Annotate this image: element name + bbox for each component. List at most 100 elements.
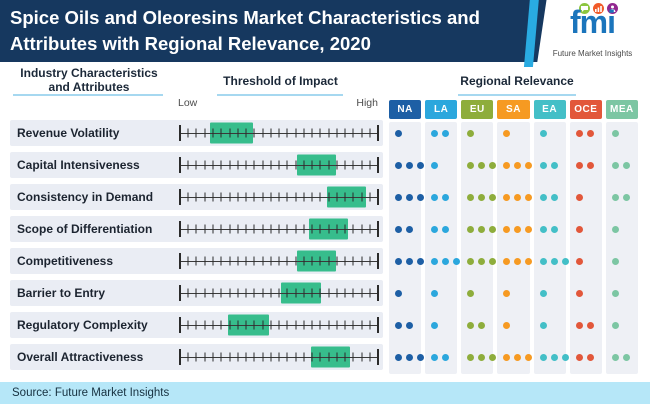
relevance-dots: [431, 225, 450, 233]
row-label: Barrier to Entry: [17, 286, 106, 300]
scale-tick: [179, 317, 181, 333]
person-icon: [607, 3, 618, 14]
impact-scale: [179, 152, 379, 178]
relevance-dots: [503, 321, 511, 329]
scale-tick: [262, 128, 263, 138]
scale-tick: [270, 192, 272, 202]
relevance-dot: [406, 353, 413, 361]
scale-tick: [319, 160, 321, 170]
scale-tick: [195, 192, 197, 202]
relevance-dots: [503, 161, 533, 169]
relevance-dots: [503, 129, 511, 137]
scale-tick: [303, 224, 305, 234]
relevance-dot: [575, 161, 583, 169]
scale-tick: [377, 157, 379, 173]
logo-badge-icons: [579, 3, 618, 14]
scale-tick: [229, 128, 230, 138]
scale-tick: [295, 160, 296, 170]
scale-tick: [237, 160, 239, 170]
relevance-dot: [503, 225, 511, 233]
scale-tick: [245, 256, 247, 266]
scale-tick: [195, 160, 197, 170]
scale-tick: [286, 256, 288, 266]
scale-tick: [270, 128, 272, 138]
scale-tick: [319, 352, 321, 362]
relevance-dot: [586, 321, 594, 329]
relevance-dots: [611, 225, 619, 233]
row-label: Scope of Differentiation: [17, 222, 153, 236]
chat-icon: [579, 3, 590, 14]
scale-tick: [270, 288, 272, 298]
scale-tick: [319, 288, 321, 298]
scale-tick: [229, 352, 230, 362]
table-row: Consistency in Demand: [10, 184, 383, 210]
relevance-dot: [478, 321, 486, 329]
relevance-dot: [406, 225, 413, 233]
relevance-dot: [539, 353, 547, 361]
scale-tick: [179, 157, 181, 173]
relevance-dot: [575, 353, 583, 361]
scale-tick: [212, 288, 214, 298]
region-chip-row: NA LA EU SA EA OCE MEA: [389, 100, 638, 119]
relevance-dots: [503, 225, 533, 233]
scale-tick: [352, 160, 354, 170]
relevance-dot: [575, 257, 583, 265]
scale-tick: [311, 352, 313, 362]
scale-tick: [311, 192, 313, 202]
relevance-dots: [431, 321, 439, 329]
relevance-dot: [489, 225, 497, 233]
relevance-dot: [467, 353, 475, 361]
scale-tick: [303, 320, 305, 330]
scale-tick: [369, 160, 371, 170]
relevance-dot: [503, 161, 511, 169]
table-row: Competitiveness: [10, 248, 383, 274]
relevance-dot: [406, 161, 413, 169]
scale-tick: [295, 352, 296, 362]
scale-tick: [336, 320, 338, 330]
scale-tick: [369, 192, 371, 202]
relevance-dot: [525, 257, 533, 265]
relevance-dots: [575, 129, 594, 137]
relevance-dot: [395, 353, 402, 361]
relevance-dot: [478, 353, 486, 361]
relevance-dot: [611, 193, 619, 201]
chart-icon: [593, 3, 604, 14]
relevance-dot: [514, 353, 522, 361]
scale-tick: [187, 224, 189, 234]
relevance-dot: [417, 161, 424, 169]
scale-tick: [286, 160, 288, 170]
fmi-logo: fmi Future Market Insights: [537, 0, 650, 62]
scale-tick: [377, 221, 379, 237]
source-bar: Source: Future Market Insights: [0, 382, 650, 404]
relevance-dot: [575, 129, 583, 137]
scale-tick: [377, 349, 379, 365]
scale-tick: [336, 128, 338, 138]
row-label: Overall Attractiveness: [17, 350, 144, 364]
relevance-dot: [467, 321, 475, 329]
impact-scale: [179, 280, 379, 306]
scale-tick: [195, 256, 197, 266]
scale-tick: [270, 320, 272, 330]
relevance-dots: [395, 193, 424, 201]
scale-tick: [303, 256, 305, 266]
scale-tick: [270, 256, 272, 266]
scale-tick: [319, 320, 321, 330]
scale-tick: [204, 288, 206, 298]
relevance-dots: [395, 353, 424, 361]
scale-tick: [328, 128, 329, 138]
scale-tick: [245, 288, 247, 298]
scale-tick: [245, 128, 247, 138]
scale-tick: [179, 189, 181, 205]
scale-tick: [311, 224, 313, 234]
relevance-dot: [561, 257, 569, 265]
scale-tick: [237, 320, 239, 330]
scale-tick: [204, 320, 206, 330]
relevance-dot: [489, 257, 497, 265]
relevance-dots: [467, 193, 497, 201]
relevance-dots: [539, 321, 547, 329]
relevance-dot: [514, 225, 522, 233]
relevance-dots: [539, 161, 558, 169]
scale-tick: [204, 224, 206, 234]
scale-tick: [369, 288, 371, 298]
relevance-dots: [575, 193, 583, 201]
